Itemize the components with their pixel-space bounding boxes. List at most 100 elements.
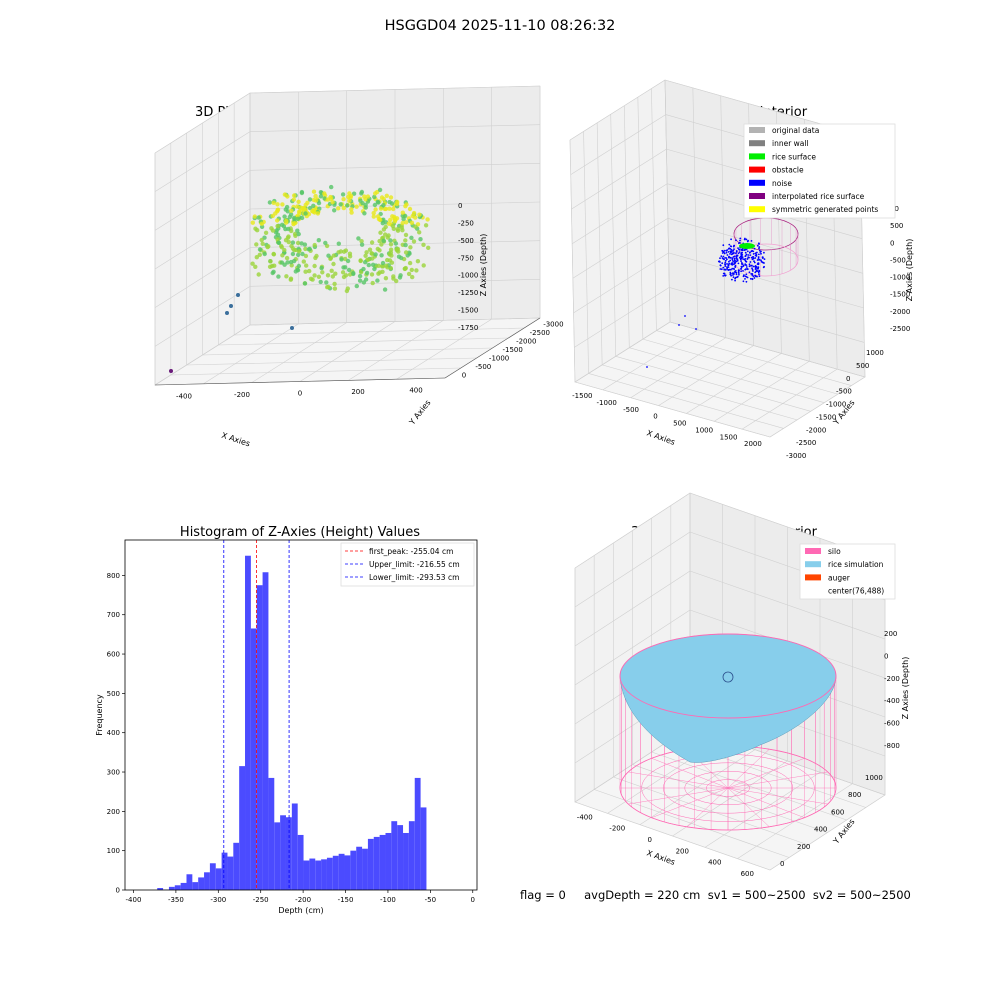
data-point <box>282 192 288 197</box>
data-point <box>366 262 371 268</box>
data-point <box>403 232 409 238</box>
data-point <box>288 276 294 281</box>
noise-point <box>724 261 727 264</box>
data-point <box>347 254 353 259</box>
y-axis-tick-label: 0 <box>846 375 850 383</box>
data-point <box>349 207 354 212</box>
data-point <box>296 199 301 204</box>
noise-point <box>745 280 748 283</box>
noise-point <box>729 257 732 259</box>
data-point <box>257 252 262 257</box>
x-axis-tick-label: -300 <box>210 896 226 904</box>
noise-point <box>738 251 741 254</box>
data-point <box>284 218 289 224</box>
noise-point <box>748 251 751 254</box>
noise-point <box>734 264 737 267</box>
data-point <box>295 228 300 233</box>
noise-point <box>763 262 765 264</box>
data-point <box>290 246 296 251</box>
data-point <box>311 189 317 194</box>
noise-point <box>735 271 738 274</box>
noise-point <box>754 257 757 259</box>
grid-line <box>629 347 825 404</box>
histogram-bar <box>245 555 251 890</box>
data-point <box>378 217 383 223</box>
data-point <box>257 247 263 252</box>
data-point <box>403 238 408 243</box>
z-axis-label: Z Axies (Depth) <box>905 239 914 302</box>
noise-point <box>752 253 755 255</box>
noise-point <box>746 250 749 253</box>
data-point <box>413 215 418 220</box>
noise-point <box>726 258 728 261</box>
histogram-bar <box>332 855 339 890</box>
histogram-bar <box>239 766 246 890</box>
y-axis-tick-label: 600 <box>107 651 120 659</box>
silo-floor-spoke <box>727 749 770 789</box>
x-axis-tick-label: -200 <box>234 391 250 399</box>
data-point <box>290 251 296 257</box>
noise-point <box>738 273 740 276</box>
histogram-bar <box>315 860 322 890</box>
z-axis-tick-label: -800 <box>884 742 900 750</box>
data-point <box>404 220 409 225</box>
data-point <box>296 252 301 257</box>
data-point <box>341 249 347 254</box>
noise-point <box>746 268 749 270</box>
noise-point <box>760 259 762 262</box>
y-axis-tick-label: -2500 <box>530 329 550 337</box>
data-point <box>299 190 305 196</box>
histogram-bar <box>303 860 310 890</box>
grid-line <box>668 252 864 309</box>
panel-raw-3d-plot: 3D Plot of Silo Interior(row data)-400-2… <box>153 85 564 448</box>
grid-line <box>656 330 852 386</box>
histogram-bar <box>198 877 205 890</box>
rice-surface-points <box>739 243 755 249</box>
noise-point <box>752 257 755 260</box>
data-point <box>332 281 337 287</box>
noise-point <box>731 260 734 262</box>
data-point <box>361 266 366 272</box>
grid-line <box>769 794 886 871</box>
x-axis-tick-label: 0 <box>653 413 657 421</box>
data-point <box>325 197 330 202</box>
data-point <box>354 283 359 289</box>
y-axis-tick-label: -500 <box>836 388 852 396</box>
histogram-bar <box>309 858 316 890</box>
z-axis-tick-label: -1250 <box>458 289 478 297</box>
noise-point <box>748 271 751 274</box>
noise-point <box>743 258 746 261</box>
histogram-bar <box>192 882 199 890</box>
data-point <box>403 213 408 219</box>
noise-point <box>737 247 739 250</box>
noise-point <box>756 244 759 247</box>
data-point <box>292 221 297 226</box>
data-point <box>399 255 404 261</box>
noise-point <box>728 256 730 258</box>
data-point <box>362 194 367 199</box>
noise-point <box>758 273 760 276</box>
legend-label: inner wall <box>772 139 809 148</box>
data-point <box>358 258 363 263</box>
legend-label: Upper_limit: -216.55 cm <box>369 560 460 569</box>
silo-floor-spoke <box>628 787 729 805</box>
z-axis-tick-label: -1500 <box>890 291 910 299</box>
z-axis-tick-label: 0 <box>890 239 894 247</box>
data-point <box>383 232 388 237</box>
noise-point <box>737 262 740 265</box>
data-point <box>388 242 394 247</box>
legend-swatch <box>749 140 765 147</box>
data-point <box>280 202 285 207</box>
data-point <box>316 238 321 243</box>
data-point <box>318 279 323 285</box>
data-point <box>395 199 400 205</box>
noise-point <box>745 276 748 278</box>
y-axis-tick-label: 1000 <box>866 349 884 357</box>
histogram-bar <box>379 834 386 890</box>
y-axis-tick-label: 0 <box>462 372 466 380</box>
noise-point <box>723 252 726 255</box>
data-point <box>315 211 321 216</box>
silo-floor-spoke <box>727 787 828 805</box>
grid-line <box>571 148 667 210</box>
